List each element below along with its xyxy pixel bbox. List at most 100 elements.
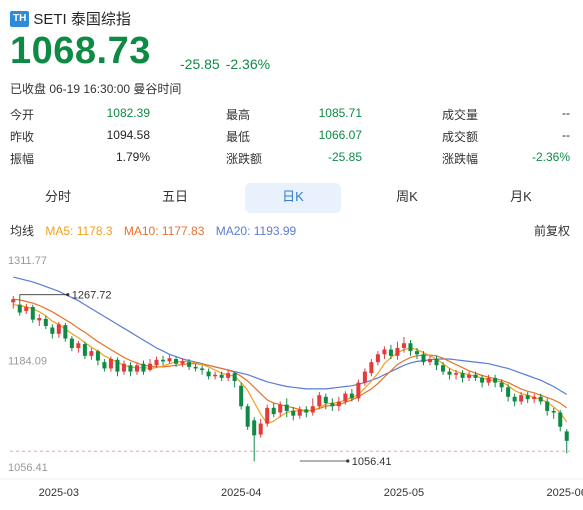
annotation-label: 1267.72 bbox=[72, 290, 112, 302]
candle-body bbox=[480, 377, 485, 383]
y-axis-label: 1056.41 bbox=[8, 462, 48, 474]
candle-body bbox=[226, 373, 231, 378]
candle-body bbox=[278, 404, 283, 413]
candle-body bbox=[265, 407, 270, 424]
tab-weekly-k[interactable]: 周K bbox=[396, 189, 418, 204]
candle-body bbox=[330, 403, 335, 407]
candle-body bbox=[187, 362, 192, 367]
stat-label: 昨收 bbox=[10, 130, 35, 144]
candle-body bbox=[180, 361, 185, 364]
candle-body bbox=[427, 358, 433, 363]
candle-body bbox=[499, 382, 504, 388]
candle-body bbox=[161, 359, 166, 362]
candlestick-chart: 1311.77 1184.09 1056.41 2025-03 2025-04 2025-… bbox=[0, 255, 583, 499]
candle-body bbox=[486, 377, 491, 383]
ma20-value: MA20: 1193.99 bbox=[215, 224, 297, 238]
candle-body bbox=[89, 351, 94, 356]
candle-body bbox=[258, 423, 263, 435]
candle-body bbox=[519, 395, 524, 402]
candle-body bbox=[349, 393, 354, 399]
tab-daily-k[interactable]: 日K bbox=[245, 183, 341, 213]
candle-body bbox=[525, 395, 530, 400]
candle-body bbox=[30, 307, 35, 320]
candle-body bbox=[291, 410, 296, 416]
candle-body bbox=[395, 347, 400, 356]
candle-body bbox=[375, 354, 380, 363]
stat-label: 最低 bbox=[226, 130, 251, 144]
stats-table: 今开 1082.39 最高 1085.71 成交量 -- 昨收 1094.58 … bbox=[10, 106, 572, 172]
candle-body bbox=[193, 366, 198, 369]
candle-body bbox=[414, 351, 419, 355]
x-axis-label: 2025-03 bbox=[39, 487, 79, 499]
last-price: 1068.73 bbox=[10, 30, 151, 72]
candle-body bbox=[37, 318, 42, 321]
annotation-label: 1056.41 bbox=[352, 456, 392, 468]
candle-body bbox=[108, 358, 113, 369]
candle-body bbox=[213, 374, 218, 377]
ma-label: 均线 bbox=[10, 224, 35, 238]
candle-body bbox=[239, 385, 244, 407]
candle-body bbox=[206, 371, 211, 377]
stat-label: 成交额 bbox=[442, 130, 479, 144]
candle-body bbox=[232, 373, 237, 382]
change-amount: -25.85 bbox=[180, 56, 220, 72]
candle-body bbox=[356, 382, 361, 399]
candle-body bbox=[56, 324, 61, 334]
market-badge: TH bbox=[10, 10, 30, 27]
candle-body bbox=[369, 362, 374, 374]
candle-body bbox=[310, 406, 315, 413]
x-axis-label: 2025-06 bbox=[547, 487, 583, 499]
x-axis-label: 2025-04 bbox=[221, 487, 261, 499]
candle-body bbox=[297, 409, 302, 416]
candle-body bbox=[304, 409, 309, 413]
candle-body bbox=[174, 358, 179, 364]
candle-body bbox=[24, 307, 29, 311]
candle-body bbox=[362, 371, 367, 383]
candle-body bbox=[121, 363, 126, 372]
candle-body bbox=[401, 343, 406, 348]
candle-body bbox=[382, 349, 387, 355]
stat-label: 成交量 bbox=[442, 108, 479, 122]
tab-monthly-k[interactable]: 月K bbox=[510, 189, 532, 204]
stat-value: 1094.58 bbox=[106, 128, 150, 142]
candle-body bbox=[343, 393, 348, 402]
candle-body bbox=[63, 325, 68, 339]
candle-body bbox=[115, 359, 120, 372]
candle-body bbox=[558, 412, 563, 427]
candle-body bbox=[11, 299, 16, 303]
header: TH SETI 泰国综指 bbox=[10, 8, 131, 29]
y-axis-label: 1311.77 bbox=[8, 255, 47, 267]
stats-row: 振幅 1.79% 涨跌额 -25.85 涨跌幅 -2.36% bbox=[10, 150, 572, 172]
candle-body bbox=[82, 344, 87, 356]
change-percent: -2.36% bbox=[225, 56, 271, 72]
annotation-dot bbox=[346, 459, 350, 463]
stat-label: 今开 bbox=[10, 108, 35, 122]
x-axis-label: 2025-05 bbox=[384, 487, 424, 499]
stat-value: -2.36% bbox=[531, 150, 570, 164]
price-change: -25.85 -2.36% bbox=[180, 56, 276, 72]
candle-body bbox=[467, 374, 472, 378]
y-axis-label: 1184.09 bbox=[8, 356, 47, 368]
candle-body bbox=[154, 359, 159, 366]
candle-body bbox=[128, 365, 133, 372]
candle-body bbox=[200, 368, 205, 371]
ma5-value: MA5: 1178.3 bbox=[45, 224, 113, 238]
candle-body bbox=[43, 318, 48, 326]
page-title: SETI 泰国综指 bbox=[33, 11, 131, 28]
candle-body bbox=[564, 431, 569, 441]
candle-body bbox=[95, 351, 100, 361]
adjust-mode-button[interactable]: 前复权 bbox=[533, 224, 570, 238]
stat-value: 1066.07 bbox=[318, 128, 362, 142]
candle-body bbox=[271, 407, 276, 415]
stat-value: -- bbox=[562, 128, 570, 142]
candle-body bbox=[454, 373, 459, 375]
candle-body bbox=[545, 401, 550, 411]
tab-intraday[interactable]: 分时 bbox=[44, 189, 71, 204]
candle-body bbox=[167, 358, 172, 362]
candle-body bbox=[506, 387, 511, 397]
tab-five-day[interactable]: 五日 bbox=[161, 189, 188, 204]
candle-body bbox=[421, 354, 426, 363]
candle-body bbox=[102, 362, 107, 369]
candle-body bbox=[538, 396, 543, 402]
candle-body bbox=[50, 327, 55, 334]
